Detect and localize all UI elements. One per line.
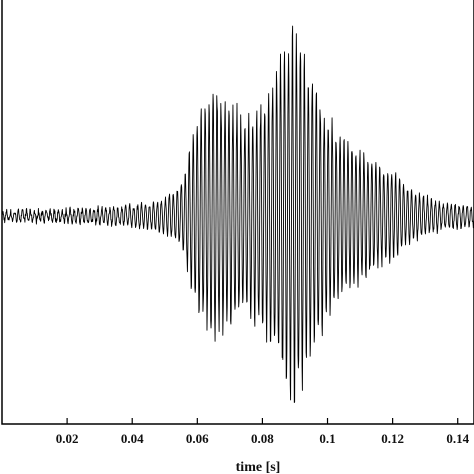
- x-tick-label: 0.14: [446, 431, 469, 446]
- x-tick-label: 0.04: [121, 431, 144, 446]
- x-tick-label: 0.08: [251, 431, 274, 446]
- x-axis-label: time [s]: [236, 460, 281, 474]
- x-tick-label: 0.1: [319, 431, 335, 446]
- x-tick-label: 0.12: [381, 431, 404, 446]
- x-axis-ticks: 0.02 0.04 0.06 0.08 0.1 0.12 0.14: [56, 418, 470, 446]
- x-tick-label: 0.06: [186, 431, 209, 446]
- waveform-series: [1, 25, 474, 403]
- plot-frame: [1, 0, 474, 425]
- x-tick-label: 0.02: [56, 431, 79, 446]
